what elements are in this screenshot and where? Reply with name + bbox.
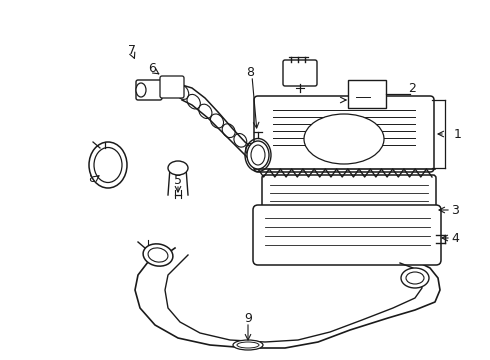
Text: 1: 1 — [454, 127, 462, 140]
Text: 3: 3 — [451, 203, 459, 216]
Ellipse shape — [94, 148, 122, 183]
Ellipse shape — [237, 342, 259, 348]
Text: 8: 8 — [88, 171, 96, 184]
Ellipse shape — [89, 142, 127, 188]
Text: 2: 2 — [408, 81, 416, 94]
Ellipse shape — [143, 244, 173, 266]
Bar — [348, 80, 386, 108]
FancyBboxPatch shape — [253, 205, 441, 265]
FancyBboxPatch shape — [283, 60, 317, 86]
Ellipse shape — [401, 268, 429, 288]
Ellipse shape — [247, 141, 269, 169]
FancyBboxPatch shape — [136, 80, 162, 100]
Text: 7: 7 — [128, 44, 136, 57]
Text: 9: 9 — [244, 311, 252, 324]
Ellipse shape — [168, 161, 188, 175]
Ellipse shape — [251, 145, 265, 165]
Ellipse shape — [233, 340, 263, 350]
FancyBboxPatch shape — [254, 96, 434, 172]
Text: 6: 6 — [148, 62, 156, 75]
Ellipse shape — [406, 272, 424, 284]
Ellipse shape — [148, 248, 168, 262]
Ellipse shape — [304, 114, 384, 164]
Text: 4: 4 — [451, 231, 459, 244]
FancyBboxPatch shape — [160, 76, 184, 98]
Ellipse shape — [136, 83, 146, 97]
Text: 5: 5 — [174, 174, 182, 186]
FancyBboxPatch shape — [262, 175, 436, 213]
Text: 8: 8 — [246, 66, 254, 78]
